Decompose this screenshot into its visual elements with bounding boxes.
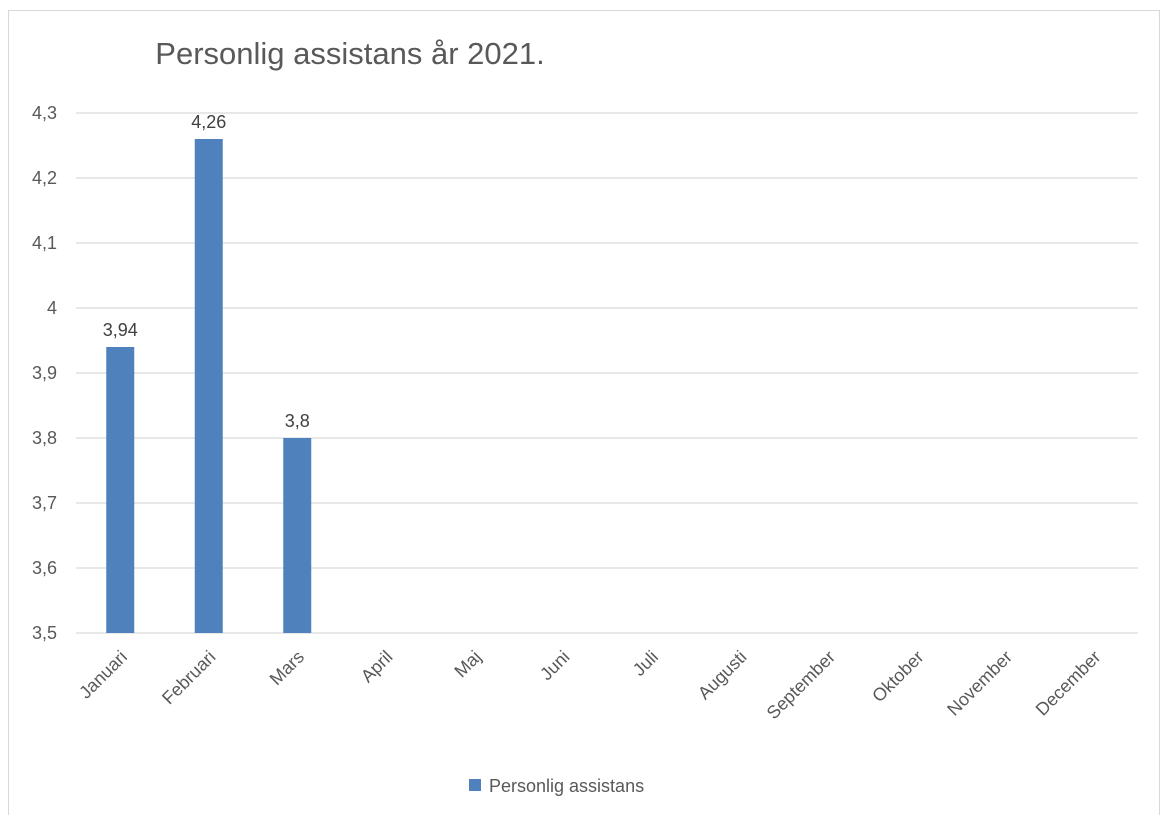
y-axis-ticks: 3,5 3,6 3,7 3,8 3,9 4 4,1 4,2 4,3 (32, 103, 57, 643)
x-axis-ticks: Januari Februari Mars April Maj Juni Juli Augus… (75, 647, 1104, 723)
data-label: 3,8 (285, 411, 310, 431)
x-tick-label: Augusti (694, 647, 751, 704)
y-tick-label: 4,2 (32, 168, 57, 188)
bar (283, 438, 312, 633)
x-tick-label: Februari (158, 647, 220, 709)
data-labels: 3,94 4,26 3,8 (103, 112, 310, 431)
bars (106, 139, 312, 633)
y-tick-label: 3,6 (32, 558, 57, 578)
legend-swatch (469, 779, 481, 791)
data-label: 3,94 (103, 320, 138, 340)
y-tick-label: 3,5 (32, 623, 57, 643)
chart-frame (8, 10, 1160, 815)
legend-label: Personlig assistans (489, 776, 644, 796)
legend: Personlig assistans (469, 776, 644, 796)
bar (194, 139, 223, 633)
gridlines (76, 112, 1138, 634)
x-tick-label: Januari (75, 647, 131, 703)
data-label: 4,26 (191, 112, 226, 132)
x-tick-label: Oktober (868, 647, 927, 706)
x-tick-label: April (357, 647, 397, 687)
bar (106, 347, 135, 633)
chart-title: Personlig assistans år 2021. (155, 36, 544, 71)
x-tick-label: Juni (536, 647, 573, 684)
x-tick-label: November (943, 647, 1016, 720)
y-tick-label: 3,7 (32, 493, 57, 513)
x-tick-label: Juli (629, 647, 662, 680)
y-tick-label: 4,3 (32, 103, 57, 123)
x-tick-label: Mars (266, 647, 308, 689)
x-tick-label: December (1032, 647, 1105, 720)
x-tick-label: Maj (450, 647, 485, 682)
x-tick-label: September (763, 647, 839, 723)
y-tick-label: 3,9 (32, 363, 57, 383)
y-tick-label: 3,8 (32, 428, 57, 448)
y-tick-label: 4 (47, 298, 57, 318)
y-tick-label: 4,1 (32, 233, 57, 253)
